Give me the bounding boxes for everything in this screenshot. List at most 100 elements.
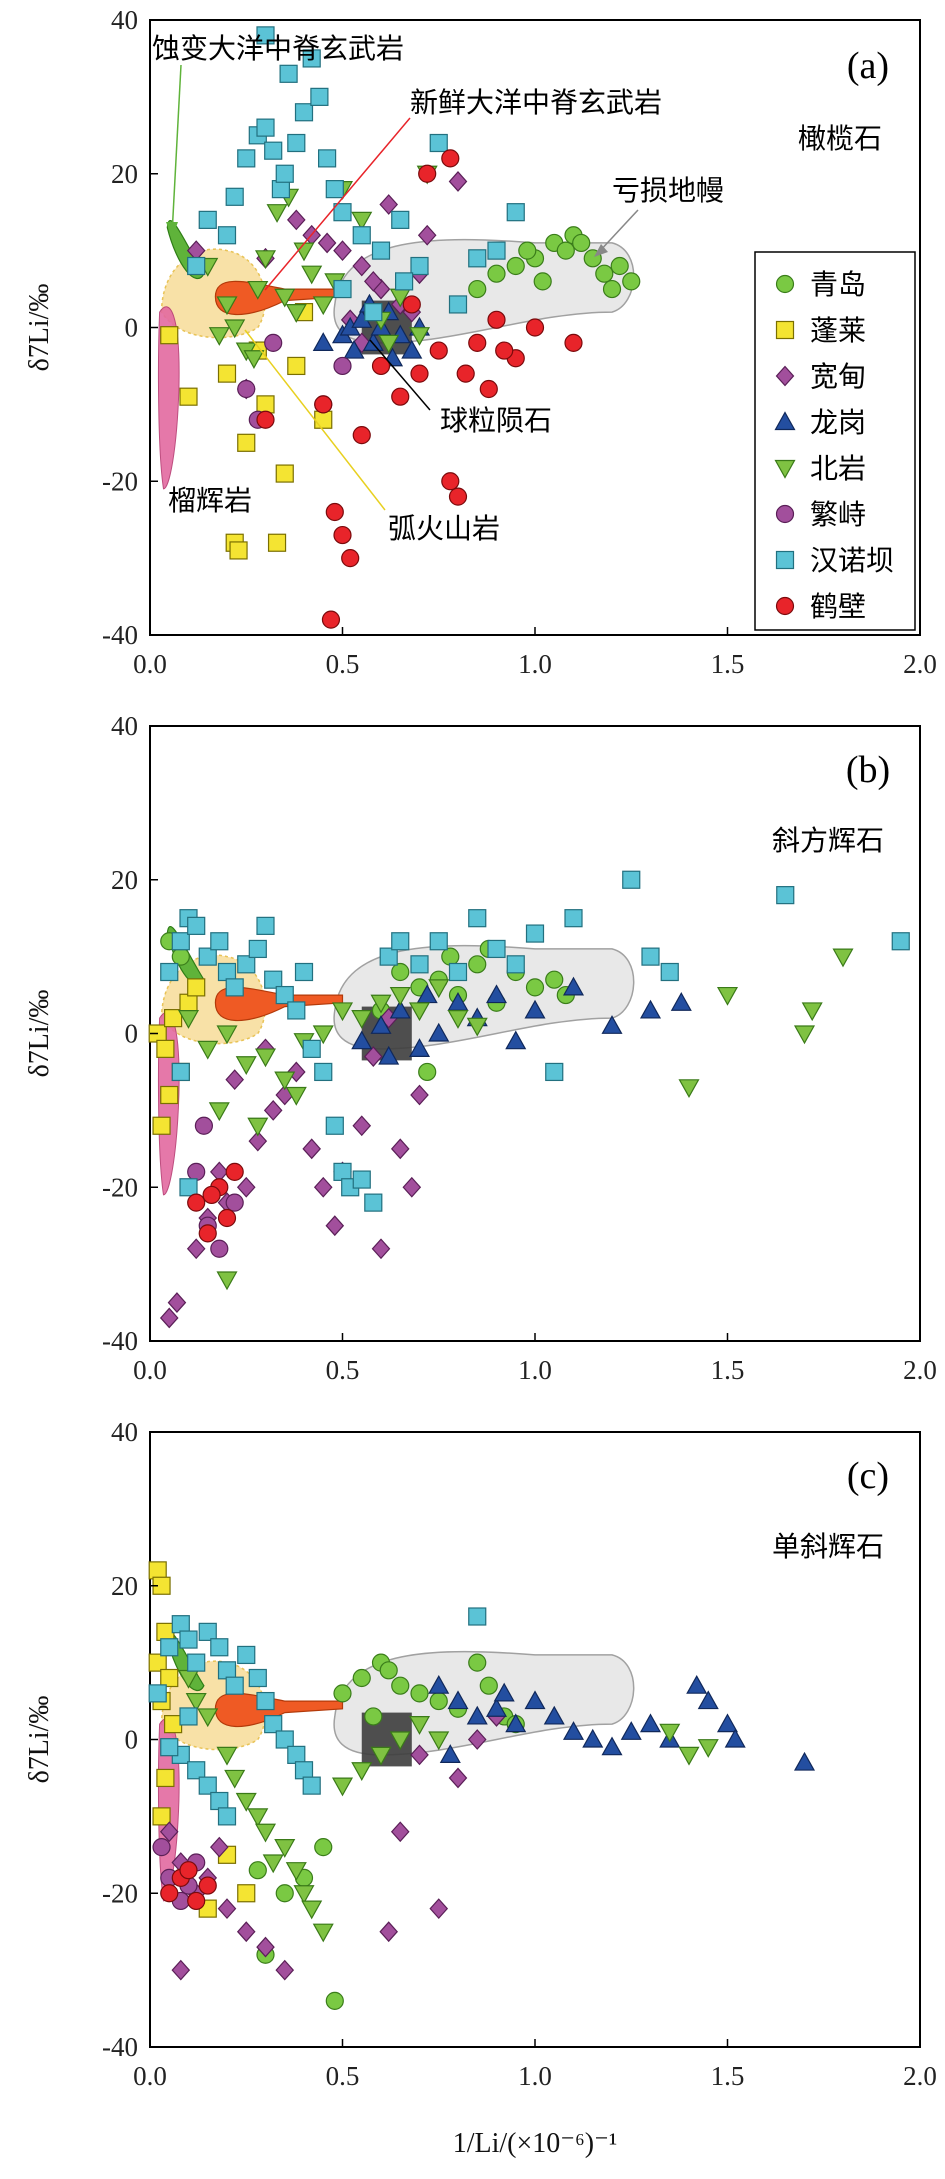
- data-point: [564, 909, 583, 928]
- data-point: [313, 1176, 333, 1198]
- data-point: [312, 296, 334, 316]
- panel-c: 0.0 0.5 1.0 1.5 2.0 40 20 0 -20 -40 δ7Li/‰ (c) 单斜辉…: [24, 1417, 937, 2091]
- x-tick-label: 1.0: [518, 649, 552, 679]
- data-point: [429, 1898, 449, 1920]
- data-point: [391, 387, 410, 406]
- data-point: [318, 149, 337, 168]
- data-point: [164, 1715, 183, 1734]
- y-tick-label: -40: [102, 2032, 138, 2062]
- data-point: [524, 1690, 546, 1710]
- data-point: [217, 1898, 237, 1920]
- panel-a: 0.0 0.5 1.0 1.5 2.0 40 20 0 -20 -40 δ7Li/‰ (a) 橄榄石…: [24, 5, 937, 679]
- panel-label: (b): [846, 749, 890, 791]
- data-point: [331, 1777, 354, 1797]
- data-point: [148, 1561, 167, 1580]
- x-tick-label: 0.5: [326, 1355, 360, 1385]
- data-point: [352, 1115, 372, 1137]
- data-point: [275, 985, 294, 1005]
- data-point: [247, 1117, 269, 1137]
- legend-marker: [775, 596, 795, 616]
- data-point: [391, 1676, 410, 1695]
- data-point: [479, 379, 498, 399]
- y-tick-label: 0: [125, 1019, 139, 1049]
- data-point: [466, 1017, 488, 1037]
- data-point: [256, 1691, 275, 1711]
- data-point: [248, 1861, 267, 1880]
- data-point: [401, 339, 423, 359]
- data-point: [670, 992, 692, 1011]
- data-point: [198, 1776, 217, 1795]
- data-point: [325, 1116, 344, 1135]
- axes: 0.0 0.5 1.0 1.5 2.0 40 20 0 -20 -40 δ7Li/‰: [24, 5, 937, 679]
- data-point: [595, 264, 614, 283]
- data-point: [198, 947, 217, 966]
- data-point: [518, 241, 537, 260]
- data-point: [505, 1713, 527, 1733]
- data-point: [171, 1959, 191, 1981]
- data-point: [468, 909, 487, 928]
- data-point: [495, 341, 514, 360]
- data-point: [314, 395, 333, 414]
- data-point: [363, 270, 383, 292]
- legend-label: 汉诺坝: [810, 544, 894, 577]
- data-point: [202, 1185, 221, 1205]
- data-point: [236, 1176, 256, 1198]
- data-point: [274, 288, 296, 308]
- data-point: [390, 1138, 410, 1160]
- data-point: [506, 955, 525, 974]
- data-point: [363, 1046, 383, 1067]
- annotation-eclogite: 榴辉岩: [168, 484, 252, 517]
- data-point: [351, 1030, 373, 1050]
- data-point: [264, 1715, 283, 1734]
- data-points: [148, 1561, 816, 2010]
- data-point: [216, 1025, 238, 1045]
- data-point: [159, 1821, 179, 1843]
- data-point: [362, 332, 384, 351]
- data-point: [171, 932, 190, 951]
- data-point: [801, 1002, 823, 1022]
- data-point: [267, 533, 287, 552]
- data-point: [275, 464, 294, 483]
- data-point: [264, 333, 283, 352]
- data-point: [217, 226, 237, 245]
- y-tick-label: -20: [102, 1172, 138, 1202]
- data-point: [545, 1062, 564, 1082]
- annotation-depleted-mantle: 亏损地幔: [612, 174, 724, 207]
- data-point: [197, 1708, 219, 1728]
- data-point: [197, 1040, 219, 1060]
- legend-marker: [775, 365, 795, 387]
- data-point: [468, 249, 487, 268]
- data-point: [237, 149, 256, 168]
- data-point: [364, 1707, 383, 1726]
- y-tick-label: 0: [125, 313, 139, 343]
- data-point: [264, 970, 283, 989]
- data-point: [395, 272, 414, 291]
- data-point: [187, 1653, 206, 1672]
- mineral-label: 单斜辉石: [772, 1530, 884, 1563]
- data-point: [325, 1215, 345, 1237]
- y-tick-label: 20: [111, 159, 138, 189]
- data-point: [179, 993, 198, 1012]
- data-point: [391, 962, 410, 982]
- data-point: [428, 1731, 450, 1751]
- data-point: [639, 999, 662, 1019]
- data-point: [235, 1792, 257, 1812]
- data-point: [275, 1959, 295, 1981]
- data-point: [485, 1698, 508, 1717]
- data-point: [217, 1208, 237, 1228]
- data-point: [524, 999, 546, 1019]
- arrow-head: [166, 222, 178, 238]
- data-point: [468, 1607, 487, 1626]
- x-tick-label: 0.0: [133, 2061, 167, 2091]
- y-tick-label: 20: [111, 1571, 138, 1601]
- data-point: [525, 924, 545, 943]
- data-point: [331, 1002, 354, 1022]
- data-point: [256, 26, 275, 45]
- data-point: [352, 1668, 371, 1688]
- data-point: [208, 327, 230, 346]
- data-point: [294, 1761, 314, 1780]
- data-point: [287, 133, 306, 153]
- data-point: [697, 1739, 719, 1758]
- data-point: [224, 1769, 246, 1789]
